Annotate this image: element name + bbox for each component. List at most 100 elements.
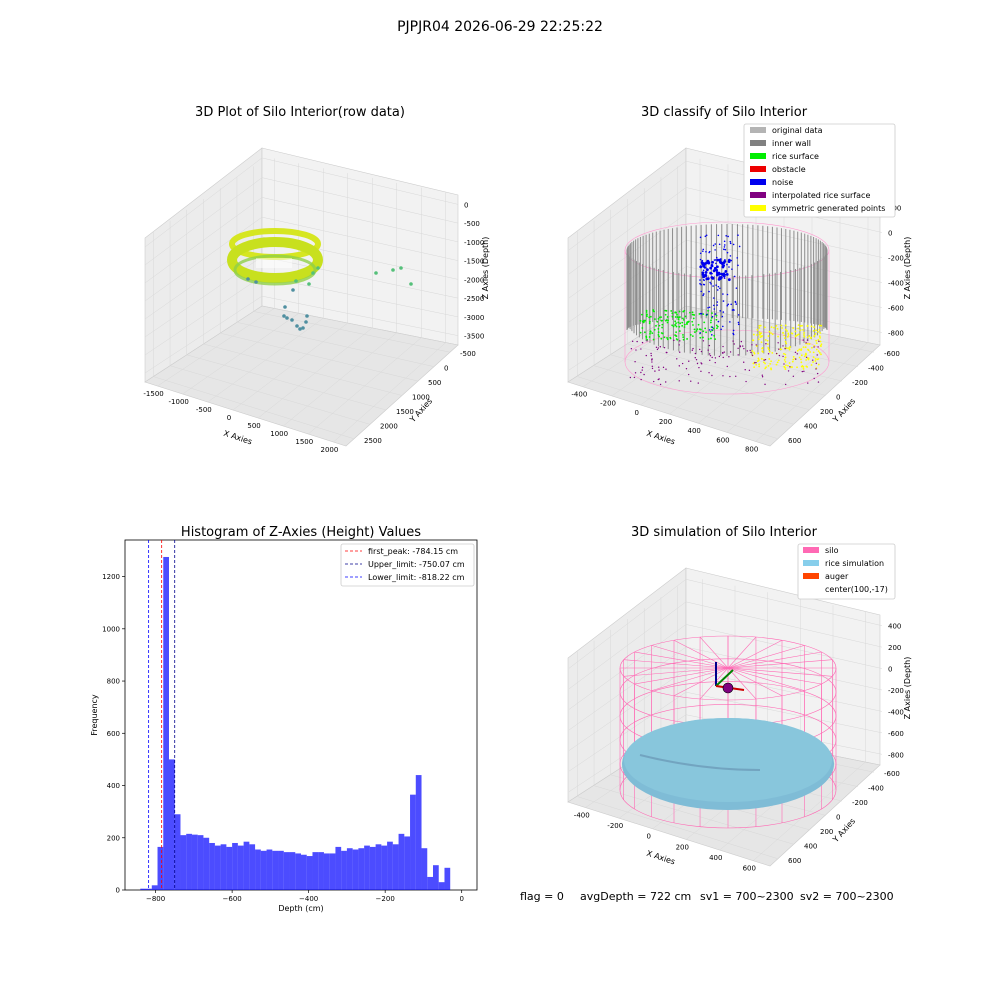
panel1-z-tick: -1000 xyxy=(464,239,484,247)
panel1-zlabel: Z Axies (Depth) xyxy=(481,237,490,300)
histogram-bar xyxy=(197,835,204,890)
histogram-bar xyxy=(352,849,359,890)
legend-label: rice simulation xyxy=(825,559,884,568)
panel4-z-tick: -800 xyxy=(888,751,904,759)
panel4-z-tick: -600 xyxy=(888,730,904,738)
panel1-xlabel: X Axies xyxy=(222,429,253,447)
panel3-title: Histogram of Z-Axies (Height) Values xyxy=(181,525,421,540)
legend-label: original data xyxy=(772,126,823,135)
histogram-bar xyxy=(232,842,238,890)
panel1-x-tick: -500 xyxy=(196,406,212,414)
histogram-bar xyxy=(421,848,428,890)
panel1-x-tick: -1000 xyxy=(169,398,189,406)
histogram-legend: first_peak: -784.15 cm Upper_limit: -750.… xyxy=(340,543,475,587)
panel1-z-tick: -3000 xyxy=(464,314,484,322)
outlier-point xyxy=(305,314,309,318)
histogram-y-tick: 800 xyxy=(107,678,120,686)
panel2-x-tick: 0 xyxy=(635,409,639,417)
histogram-bar xyxy=(364,845,370,890)
histogram-bar xyxy=(404,836,411,890)
panel-classify: 3D classify of Silo Interior -400-200020… xyxy=(567,105,912,453)
panel1-x-tick: 500 xyxy=(247,422,260,430)
histogram-bar xyxy=(289,852,296,890)
histogram-bar xyxy=(146,888,152,890)
histogram-bar xyxy=(375,844,382,890)
panel1-z-tick: -500 xyxy=(464,220,480,228)
histogram-bar xyxy=(410,794,416,890)
histogram-bar xyxy=(312,852,319,890)
histogram-y-tick: 1200 xyxy=(102,573,120,581)
histogram-bar xyxy=(272,850,279,890)
panel1-x-tick: 1500 xyxy=(295,438,313,446)
outlier-point xyxy=(311,271,315,275)
histogram-bar xyxy=(444,867,451,890)
outlier-point xyxy=(294,279,298,283)
legend-swatch xyxy=(803,573,819,579)
histogram-bar xyxy=(283,852,290,890)
panel-simulation: 3D simulation of Silo Interior -400 -200 0… xyxy=(567,525,912,873)
legend-swatch xyxy=(750,127,766,133)
panel4-x-tick: -200 xyxy=(607,822,623,830)
outlier-point xyxy=(285,316,289,320)
panel1-y-tick: 2000 xyxy=(380,422,398,430)
legend-label: inner wall xyxy=(772,139,811,148)
panel4-ticks: -400-20002004006006004002000-200-400-600… xyxy=(574,623,904,873)
histogram-bar xyxy=(140,888,147,890)
histogram-bar xyxy=(398,833,405,890)
panel4-x-tick: -400 xyxy=(574,811,590,819)
histogram-bar xyxy=(301,854,307,890)
panel1-ring-cloud xyxy=(227,228,323,286)
histogram-bar xyxy=(255,849,261,890)
outlier-point xyxy=(282,314,286,318)
panel2-z-tick: -200 xyxy=(888,255,904,263)
histogram-y-tick: 200 xyxy=(107,834,120,842)
figure-title: PJPJR04 2026-06-29 22:25:22 xyxy=(397,19,603,35)
legend-swatch xyxy=(803,560,819,566)
histogram-bar xyxy=(387,841,393,890)
outlier-point xyxy=(409,282,413,286)
panel4-y-tick: -200 xyxy=(852,799,868,807)
histogram-bar xyxy=(237,845,244,890)
histogram-x-tick: −600 xyxy=(223,895,242,903)
panel4-z-tick: 0 xyxy=(888,666,892,674)
footer-flag: flag = 0 xyxy=(520,890,564,903)
histogram-bar xyxy=(151,885,158,890)
histogram-bar xyxy=(323,853,330,890)
panel4-x-tick: 0 xyxy=(647,833,651,841)
panel2-y-tick: 600 xyxy=(788,437,801,445)
panel1-x-tick: -1500 xyxy=(143,390,163,398)
histogram-vlines xyxy=(148,540,176,890)
histogram-bar xyxy=(433,865,439,890)
histogram-bar xyxy=(358,848,365,890)
panel2-xlabel: X Axies xyxy=(645,429,676,447)
panel4-x-tick: 400 xyxy=(709,854,722,862)
histogram-y-tick: 600 xyxy=(107,730,120,738)
legend-swatch xyxy=(750,153,766,159)
legend-swatch xyxy=(750,179,766,185)
histogram-bar xyxy=(169,759,175,890)
panel2-x-tick: 400 xyxy=(688,427,701,435)
panel2-ylabel: Y Axies xyxy=(830,397,857,425)
panel4-rice-surface xyxy=(622,718,834,810)
panel2-classified-points xyxy=(629,234,823,386)
legend-swatch xyxy=(750,192,766,198)
histogram-y-tick: 0 xyxy=(116,887,120,895)
panel2-x-tick: -400 xyxy=(571,391,587,399)
histogram-bar xyxy=(260,850,267,890)
panel4-y-tick: 400 xyxy=(804,842,817,850)
panel1-z-tick: -3500 xyxy=(464,333,484,341)
panel1-y-tick: 0 xyxy=(444,365,448,373)
panel2-title: 3D classify of Silo Interior xyxy=(641,105,808,120)
panel4-title: 3D simulation of Silo Interior xyxy=(631,525,818,540)
panel2-z-tick: -800 xyxy=(888,330,904,338)
panel1-y-tick: 2500 xyxy=(364,437,382,445)
panel4-xlabel: X Axies xyxy=(645,849,676,867)
panel4-y-tick: 600 xyxy=(788,857,801,865)
outlier-point xyxy=(374,271,378,275)
histogram-xlabel: Depth (cm) xyxy=(278,904,323,913)
panel1-y-tick: 1000 xyxy=(412,394,430,402)
legend-swatch xyxy=(750,140,766,146)
histogram-bar xyxy=(220,844,227,890)
histogram-bar xyxy=(295,853,301,890)
histogram-bar xyxy=(249,844,256,890)
